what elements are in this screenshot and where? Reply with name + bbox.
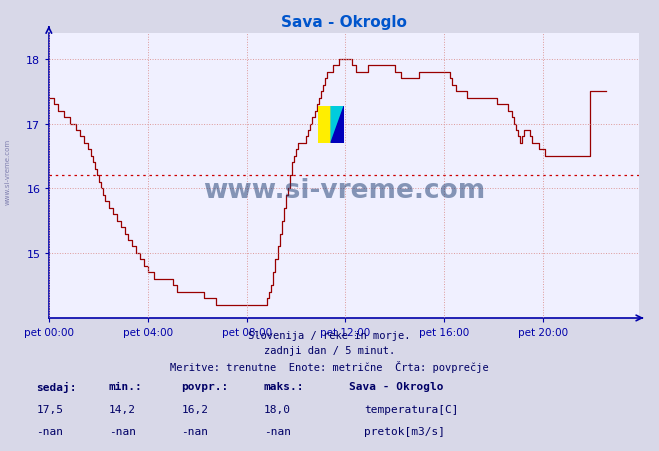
Text: povpr.:: povpr.: [181, 381, 229, 391]
Text: 16,2: 16,2 [181, 405, 208, 414]
Text: -nan: -nan [36, 426, 63, 436]
Text: -nan: -nan [109, 426, 136, 436]
Text: 14,2: 14,2 [109, 405, 136, 414]
Text: Meritve: trenutne  Enote: metrične  Črta: povprečje: Meritve: trenutne Enote: metrične Črta: … [170, 360, 489, 372]
Text: www.si-vreme.com: www.si-vreme.com [203, 177, 486, 203]
Text: min.:: min.: [109, 381, 142, 391]
Text: pretok[m3/s]: pretok[m3/s] [364, 426, 445, 436]
Bar [318, 106, 331, 143]
Polygon shape [331, 106, 344, 143]
Text: maks.:: maks.: [264, 381, 304, 391]
Text: www.si-vreme.com: www.si-vreme.com [5, 138, 11, 204]
Text: temperatura[C]: temperatura[C] [364, 405, 458, 414]
Text: Sava - Okroglo: Sava - Okroglo [349, 381, 444, 391]
Text: 18,0: 18,0 [264, 405, 291, 414]
Text: -nan: -nan [264, 426, 291, 436]
Text: Slovenija / reke in morje.: Slovenija / reke in morje. [248, 330, 411, 340]
Text: -nan: -nan [181, 426, 208, 436]
Title: Sava - Okroglo: Sava - Okroglo [281, 15, 407, 30]
Text: 17,5: 17,5 [36, 405, 63, 414]
Polygon shape [331, 106, 344, 143]
Text: sedaj:: sedaj: [36, 381, 76, 392]
Text: zadnji dan / 5 minut.: zadnji dan / 5 minut. [264, 345, 395, 355]
